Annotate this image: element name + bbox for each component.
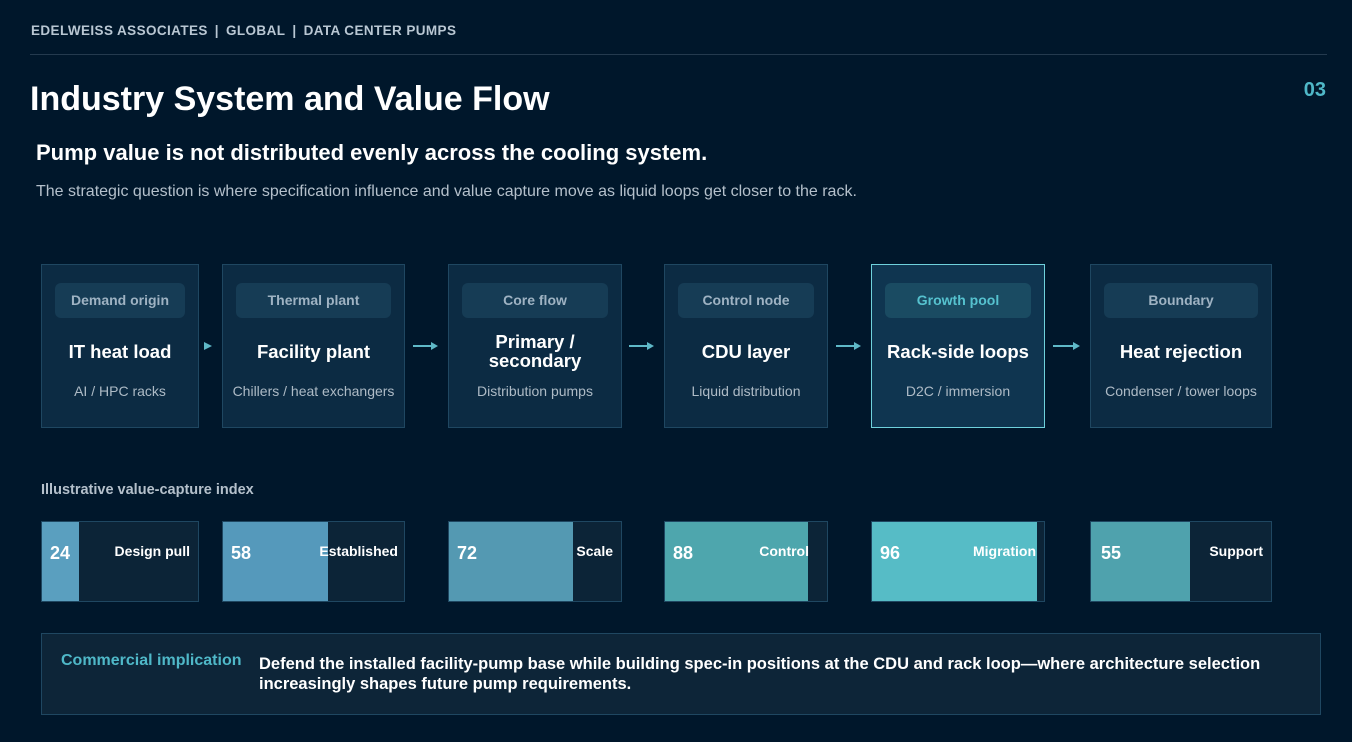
implication-label: Commercial implication <box>61 652 242 669</box>
flow-card-subtitle: Condenser / tower loops <box>1105 382 1257 399</box>
value-bar-number: 88 <box>673 543 694 563</box>
flow-card-facility-plant: Thermal plant Facility plant Chillers / … <box>222 264 405 428</box>
flow-card-tag: Control node <box>678 283 814 318</box>
flow-card-tag: Core flow <box>462 283 608 318</box>
value-bar-fill <box>665 522 808 601</box>
scope-label: GLOBAL <box>225 23 286 38</box>
flow-card-subtitle: Liquid distribution <box>691 382 801 399</box>
value-bar-fill <box>872 522 1038 601</box>
flow-card-subtitle: Distribution pumps <box>477 382 593 399</box>
page-subtitle: Pump value is not distributed evenly acr… <box>36 140 708 165</box>
header-divider <box>30 54 1327 55</box>
value-bar-fill <box>42 522 80 601</box>
flow-card-subtitle: Chillers / heat exchangers <box>232 382 395 399</box>
flow-card-heat-rejection: Boundary Heat rejection Condenser / towe… <box>1090 264 1272 428</box>
flow-card-title: Heat rejection <box>1119 340 1243 362</box>
flow-card-primary-secondary: Core flow Primary / secondary Distributi… <box>448 264 622 428</box>
value-bar-number: 24 <box>50 543 71 563</box>
value-bar-fill <box>1091 522 1190 601</box>
breadcrumb-separator: | <box>292 23 297 38</box>
flow-arrow-icon <box>1053 342 1080 350</box>
flow-arrow-icon <box>204 342 212 350</box>
flow-card-title: Primary / secondary <box>488 331 582 371</box>
value-bar-number: 55 <box>1101 543 1122 563</box>
page-number: 03 <box>1303 79 1326 101</box>
value-bar: 88 Control <box>664 521 828 602</box>
commercial-implication-panel: Commercial implication Defend the instal… <box>41 633 1321 715</box>
implication-text: Defend the installed facility-pump base … <box>259 655 1261 693</box>
value-bar: 72 Scale <box>448 521 622 602</box>
value-bar: 55 Support <box>1090 521 1272 602</box>
topic-label: DATA CENTER PUMPS <box>303 23 457 38</box>
value-bar-label: Design pull <box>114 543 190 559</box>
value-bar-label: Scale <box>576 543 613 559</box>
value-bar-number: 96 <box>880 543 901 563</box>
flow-card-tag: Thermal plant <box>236 283 391 318</box>
value-bar-label: Established <box>319 543 398 559</box>
page-lede: The strategic question is where specific… <box>36 183 857 200</box>
flow-arrow-icon <box>836 342 861 350</box>
flow-card-title: Rack-side loops <box>887 340 1029 362</box>
value-bar-label: Support <box>1209 543 1263 559</box>
flow-card-title: Facility plant <box>256 340 371 362</box>
value-bar-number: 72 <box>457 543 478 563</box>
value-bar-label: Migration <box>973 543 1036 559</box>
flow-card-cdu-layer: Control node CDU layer Liquid distributi… <box>664 264 828 428</box>
flow-arrow-icon <box>629 342 654 350</box>
flow-card-tag: Demand origin <box>55 283 185 318</box>
firm-name: EDELWEISS ASSOCIATES <box>31 23 208 38</box>
value-bar: 96 Migration <box>871 521 1045 602</box>
value-bar-label: Control <box>759 543 809 559</box>
flow-card-it-heat-load: Demand origin IT heat load AI / HPC rack… <box>41 264 199 428</box>
flow-card-subtitle: D2C / immersion <box>905 382 1011 399</box>
value-bar: 24 Design pull <box>41 521 199 602</box>
flow-arrow-icon <box>413 342 438 350</box>
flow-card-title: CDU layer <box>701 340 791 362</box>
breadcrumb-separator: | <box>214 23 219 38</box>
header-breadcrumb: EDELWEISS ASSOCIATES | GLOBAL | DATA CENTER … <box>31 23 456 38</box>
flow-card-subtitle: AI / HPC racks <box>74 382 166 399</box>
value-bar-fill <box>449 522 573 601</box>
value-bar-number: 58 <box>231 543 252 563</box>
flow-card-title: IT heat load <box>68 340 172 362</box>
flow-card-tag: Boundary <box>1104 283 1258 318</box>
page-title: Industry System and Value Flow <box>30 80 550 118</box>
value-bar-fill <box>223 522 328 601</box>
value-bar: 58 Established <box>222 521 405 602</box>
flow-card-rack-side-loops: Growth pool Rack-side loops D2C / immers… <box>871 264 1045 428</box>
flow-card-tag: Growth pool <box>885 283 1031 318</box>
index-section-label: Illustrative value-capture index <box>41 482 254 498</box>
